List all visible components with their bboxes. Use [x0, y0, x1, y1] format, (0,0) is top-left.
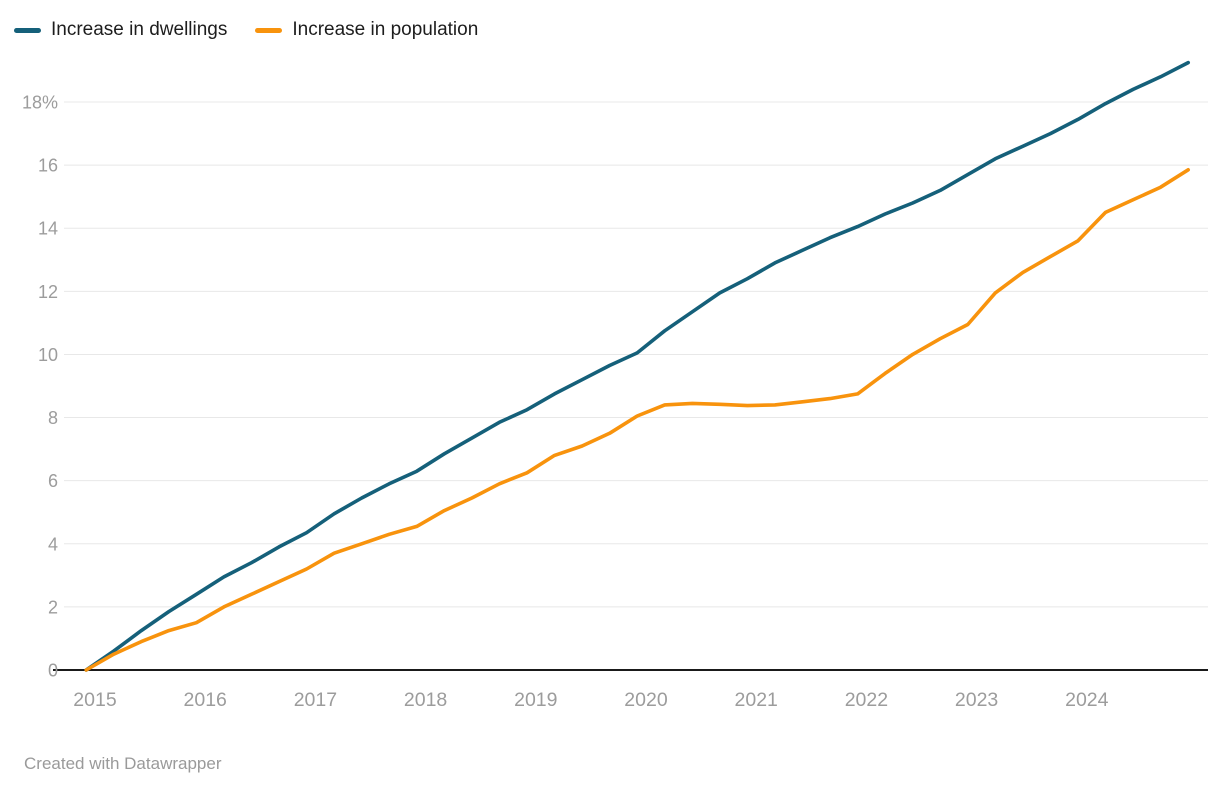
legend-label-population: Increase in population	[292, 19, 479, 40]
chart-container: Increase in dwellings Increase in popula…	[14, 18, 1208, 711]
x-tick-label: 2016	[184, 689, 227, 711]
x-tick-label: 2020	[624, 689, 668, 711]
y-tick-label: 6	[48, 471, 58, 491]
y-tick-label: 2	[48, 597, 58, 617]
series-line-population[interactable]	[84, 168, 1190, 672]
legend-swatch-dwellings-icon	[14, 27, 41, 33]
legend-swatch-population-icon	[255, 27, 283, 33]
y-tick-label: 10	[38, 345, 58, 365]
x-tick-label: 2017	[294, 689, 337, 711]
legend-label-dwellings: Increase in dwellings	[51, 19, 228, 40]
chart-footer: Created with Datawrapper	[0, 736, 1220, 786]
series-line-dwellings[interactable]	[84, 60, 1190, 672]
line-chart: 0 2 4 6 8 10 12 14 16 18% 2015 2016 2017 2018 2019 2020…	[22, 60, 1208, 711]
y-tick-label: 14	[38, 219, 58, 239]
legend-item-population: Increase in population	[255, 18, 478, 42]
x-tick-label: 2015	[73, 689, 117, 711]
y-tick-label: 12	[38, 282, 58, 302]
y-tick-label: 16	[38, 156, 58, 176]
y-tick-label: 4	[48, 534, 58, 554]
x-tick-label: 2023	[955, 689, 998, 711]
x-tick-label: 2022	[845, 689, 888, 711]
x-tick-label: 2021	[735, 689, 778, 711]
legend-item-dwellings: Increase in dwellings	[14, 18, 227, 42]
legend: Increase in dwellings Increase in popula…	[14, 18, 478, 42]
y-tick-label: 8	[48, 408, 58, 428]
x-tick-label: 2019	[514, 689, 557, 711]
x-tick-label: 2018	[404, 689, 447, 711]
y-tick-label: 0	[48, 661, 58, 681]
y-tick-label: 18%	[22, 93, 58, 113]
datawrapper-credit: Created with Datawrapper	[24, 754, 222, 773]
x-tick-label: 2024	[1065, 689, 1109, 711]
